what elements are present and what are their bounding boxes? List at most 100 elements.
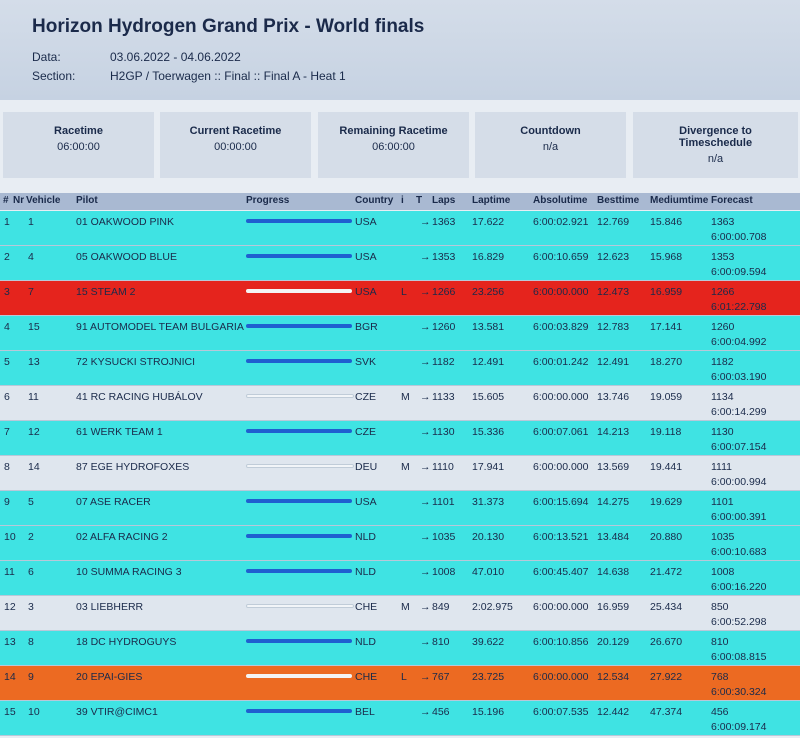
cell-besttime: 14.213 <box>597 426 630 438</box>
cell-forecast-laps: 1353 <box>711 251 735 263</box>
cell-laps: 1266 <box>432 286 456 298</box>
cell-forecast-laps: 1035 <box>711 531 735 543</box>
table-row: 7 12 61 WERK TEAM 1 CZE → 1130 15.336 6:00:07.0… <box>0 421 800 456</box>
cell-t: → <box>420 216 431 228</box>
box-label: Racetime <box>54 125 103 137</box>
cell-laps: 456 <box>432 706 450 718</box>
cell-mediumtime: 17.141 <box>650 321 683 333</box>
box-content: Countdown n/a <box>475 112 626 153</box>
cell-forecast-laps: 850 <box>711 601 729 613</box>
cell-laptime: 2:02.975 <box>472 601 513 613</box>
cell-absolutetime: 6:00:10.659 <box>533 251 589 263</box>
cell-country: USA <box>355 286 377 298</box>
time-box: Countdown n/a <box>475 112 626 178</box>
cell-absolutetime: 6:00:01.242 <box>533 356 589 368</box>
column-header: Laptime <box>472 195 511 206</box>
cell-besttime: 12.783 <box>597 321 630 333</box>
cell-nr: 13 <box>28 356 40 368</box>
box-label: Countdown <box>520 125 581 137</box>
progress-bar <box>246 254 352 258</box>
column-header: Mediumtime <box>650 195 709 206</box>
box-content: Divergence to Timeschedule n/a <box>633 112 798 165</box>
cell-absolutetime: 6:00:00.000 <box>533 391 589 403</box>
cell-nr: 2 <box>28 531 34 543</box>
cell-absolutetime: 6:00:07.061 <box>533 426 589 438</box>
cell-forecast-time: 6:00:14.299 <box>711 406 767 418</box>
table-row: 14 9 20 EPAI-GIES CHE L → 767 23.725 6:00:00.000… <box>0 666 800 701</box>
cell-pos: 3 <box>4 286 10 298</box>
cell-pos: 7 <box>4 426 10 438</box>
progress-bar <box>246 429 352 433</box>
cell-forecast-laps: 1130 <box>711 426 734 438</box>
cell-i: M <box>401 601 410 613</box>
table-row: 15 10 39 VTIR@CIMC1 BEL → 456 15.196 6:00:07.53… <box>0 701 800 736</box>
cell-laptime: 39.622 <box>472 636 505 648</box>
cell-forecast-laps: 1008 <box>711 566 735 578</box>
cell-nr: 1 <box>28 216 34 228</box>
box-content: Remaining Racetime 06:00:00 <box>318 112 469 153</box>
cell-forecast-laps: 1266 <box>711 286 735 298</box>
cell-besttime: 12.534 <box>597 671 630 683</box>
cell-absolutetime: 6:00:45.407 <box>533 566 589 578</box>
cell-pilot: 18 DC HYDROGUYS <box>76 636 177 648</box>
date: 03.06.2022 - 04.06.2022 <box>110 50 241 64</box>
cell-besttime: 14.275 <box>597 496 630 508</box>
cell-absolutetime: 6:00:02.921 <box>533 216 589 228</box>
time-box: Divergence to Timeschedule n/a <box>633 112 798 178</box>
cell-mediumtime: 19.059 <box>650 391 683 403</box>
cell-t: → <box>420 566 431 578</box>
cell-pos: 10 <box>4 531 16 543</box>
cell-pilot: 01 OAKWOOD PINK <box>76 216 175 228</box>
cell-t: → <box>420 671 431 683</box>
cell-country: DEU <box>355 461 378 473</box>
time-box: Current Racetime 00:00:00 <box>160 112 311 178</box>
table-row: 1 1 01 OAKWOOD PINK USA → 1363 17.622 6:00:02.9… <box>0 211 800 246</box>
cell-mediumtime: 26.670 <box>650 636 683 648</box>
cell-mediumtime: 15.846 <box>650 216 683 228</box>
cell-t: → <box>420 636 431 648</box>
progress-bar <box>246 569 352 573</box>
table-row: 11 6 10 SUMMA RACING 3 NLD → 1008 47.010 6:00:4… <box>0 561 800 596</box>
cell-pos: 2 <box>4 251 10 263</box>
cell-absolutetime: 6:00:00.000 <box>533 671 589 683</box>
progress-bar <box>246 674 352 678</box>
cell-pos: 12 <box>4 601 16 613</box>
cell-pos: 11 <box>4 566 15 578</box>
cell-mediumtime: 27.922 <box>650 671 683 683</box>
cell-forecast-laps: 456 <box>711 706 729 718</box>
box-label: Remaining Racetime <box>339 125 448 137</box>
cell-mediumtime: 47.374 <box>650 706 683 718</box>
cell-absolutetime: 6:00:03.829 <box>533 321 589 333</box>
column-header: Country <box>355 195 394 206</box>
cell-nr: 6 <box>28 566 34 578</box>
box-value: 06:00:00 <box>372 141 415 153</box>
box-value: n/a <box>707 153 724 165</box>
cell-forecast-time: 6:00:09.174 <box>711 721 767 733</box>
column-header: T <box>416 195 423 206</box>
cell-nr: 10 <box>28 706 40 718</box>
cell-i: L <box>401 671 407 683</box>
cell-forecast-time: 6:00:00.391 <box>711 511 767 523</box>
cell-laps: 1363 <box>432 216 456 228</box>
cell-forecast-time: 6:00:30.324 <box>711 686 767 698</box>
cell-forecast-time: 6:01:22.798 <box>711 301 767 313</box>
cell-absolutetime: 6:00:07.535 <box>533 706 589 718</box>
cell-laptime: 15.196 <box>472 706 505 718</box>
date-label: Data: <box>32 50 61 64</box>
cell-mediumtime: 19.118 <box>650 426 682 438</box>
progress-bar <box>246 219 352 223</box>
cell-t: → <box>420 321 431 333</box>
cell-pilot: 03 LIEBHERR <box>76 601 144 613</box>
cell-pos: 4 <box>4 321 10 333</box>
cell-mediumtime: 16.959 <box>650 286 683 298</box>
cell-laptime: 23.256 <box>472 286 505 298</box>
cell-laptime: 16.829 <box>472 251 505 263</box>
cell-laps: 1260 <box>432 321 456 333</box>
cell-country: CHE <box>355 601 378 613</box>
cell-nr: 3 <box>28 601 34 613</box>
column-header: Forecast <box>711 195 753 206</box>
box-value: 06:00:00 <box>57 141 100 153</box>
cell-forecast-time: 6:00:07.154 <box>711 441 767 453</box>
cell-country: NLD <box>355 566 377 578</box>
